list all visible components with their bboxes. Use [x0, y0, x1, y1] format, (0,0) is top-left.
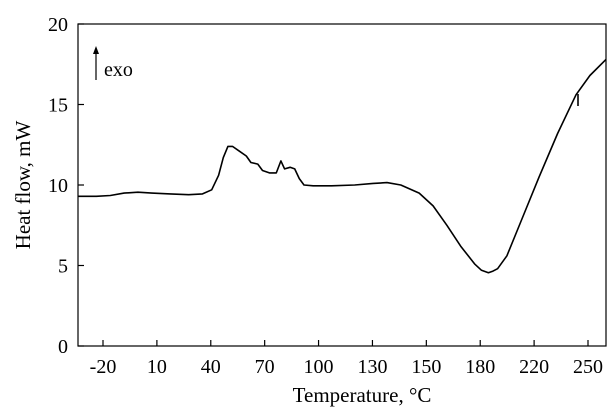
y-axis-ticks: 0 5 10 15 20	[48, 14, 84, 358]
y-tick-label: 15	[48, 95, 68, 117]
exo-arrowhead-icon	[93, 46, 99, 54]
x-tick-label: 150	[411, 356, 441, 378]
x-tick-label: 220	[519, 356, 549, 378]
x-tick-label: -20	[90, 356, 117, 378]
x-tick-label: 130	[357, 356, 387, 378]
x-tick-label: 100	[304, 356, 334, 378]
x-tick-label: 250	[573, 356, 603, 378]
exo-label: exo	[104, 59, 133, 81]
series-line-0	[78, 58, 607, 274]
x-tick-label: 70	[255, 356, 275, 378]
x-tick-label: 40	[201, 356, 221, 378]
y-axis-label: Heat flow, mW	[11, 120, 35, 249]
series-layer	[78, 58, 607, 274]
y-tick-label: 5	[58, 256, 68, 278]
x-axis-label: Temperature, °C	[293, 383, 432, 407]
x-tick-label: 10	[147, 356, 167, 378]
x-tick-label: 180	[465, 356, 495, 378]
plot-frame	[77, 23, 607, 347]
x-axis-ticks: -20 10 40 70 100 130 150 180 220 250	[90, 340, 603, 378]
y-tick-label: 20	[48, 14, 68, 36]
y-tick-label: 10	[48, 175, 68, 197]
y-tick-label: 0	[58, 336, 68, 358]
